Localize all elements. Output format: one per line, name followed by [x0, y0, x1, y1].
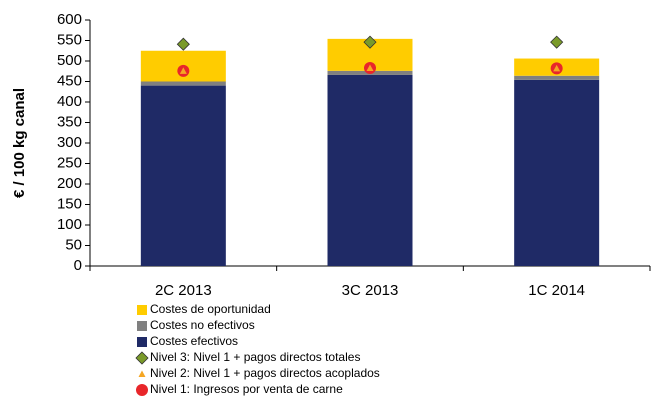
y-tick-label: 500 — [57, 52, 82, 69]
y-tick-label: 150 — [57, 195, 82, 212]
marker-diamond — [176, 37, 190, 51]
bar-segment — [140, 85, 226, 266]
y-tick-label: 350 — [57, 113, 82, 130]
bar-segment — [327, 74, 413, 266]
bar-segment — [140, 81, 226, 86]
x-tick-label: 3C 2013 — [342, 282, 399, 299]
marker-diamond — [550, 35, 564, 49]
y-tick-label: 300 — [57, 134, 82, 151]
bar-segment — [514, 79, 600, 266]
legend-label: Nivel 2: Nivel 1 + pagos directos acopla… — [150, 366, 380, 380]
legend-swatch — [137, 337, 147, 347]
y-tick-label: 0 — [74, 257, 82, 274]
legend-label: Nivel 1: Ingresos por venta de carne — [150, 382, 343, 396]
marker-diamond — [363, 35, 377, 49]
legend-label: Nivel 3: Nivel 1 + pagos directos totale… — [150, 350, 360, 364]
legend-label: Costes de oportunidad — [150, 302, 271, 316]
x-tick-label: 1C 2014 — [528, 282, 585, 299]
marker-triangle — [366, 64, 374, 71]
marker-triangle — [138, 370, 146, 377]
y-tick-label: 600 — [57, 11, 82, 28]
legend-label: Costes no efectivos — [150, 318, 255, 332]
y-tick-label: 550 — [57, 31, 82, 48]
y-axis-label: € / 100 kg canal — [11, 88, 28, 198]
marker-diamond — [135, 351, 149, 365]
y-tick-label: 100 — [57, 216, 82, 233]
y-tick-label: 50 — [65, 236, 82, 253]
marker-circle — [136, 384, 148, 396]
legend-label: Costes efectivos — [150, 334, 238, 348]
y-tick-label: 400 — [57, 93, 82, 110]
marker-triangle — [179, 67, 187, 74]
y-tick-label: 250 — [57, 154, 82, 171]
marker-triangle — [553, 64, 561, 72]
legend-swatch — [137, 305, 147, 315]
y-tick-label: 450 — [57, 72, 82, 89]
legend-swatch — [137, 321, 147, 331]
y-tick-label: 200 — [57, 175, 82, 192]
bar-segment — [514, 75, 600, 80]
x-tick-label: 2C 2013 — [155, 282, 212, 299]
